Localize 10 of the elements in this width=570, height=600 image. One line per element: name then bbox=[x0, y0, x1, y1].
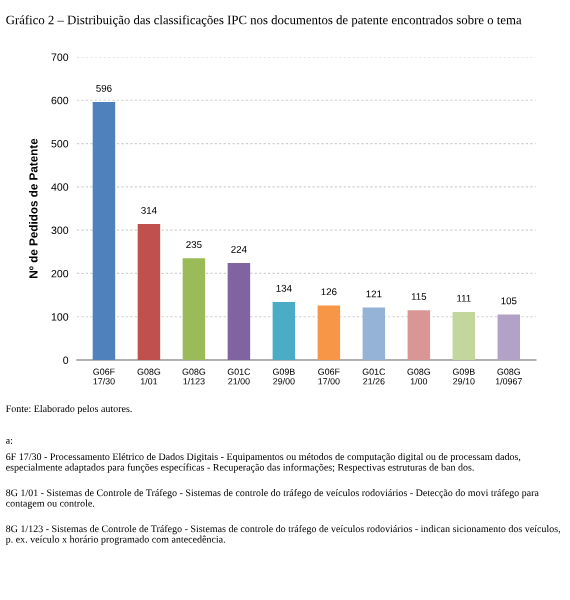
bar bbox=[317, 305, 341, 360]
bar bbox=[272, 302, 296, 360]
bar bbox=[497, 314, 521, 360]
bar bbox=[137, 224, 161, 360]
bar bbox=[182, 258, 206, 360]
bar bbox=[362, 307, 386, 360]
bar bbox=[407, 310, 431, 360]
bar bbox=[92, 102, 116, 360]
bar bbox=[452, 311, 476, 360]
bar bbox=[227, 263, 251, 360]
